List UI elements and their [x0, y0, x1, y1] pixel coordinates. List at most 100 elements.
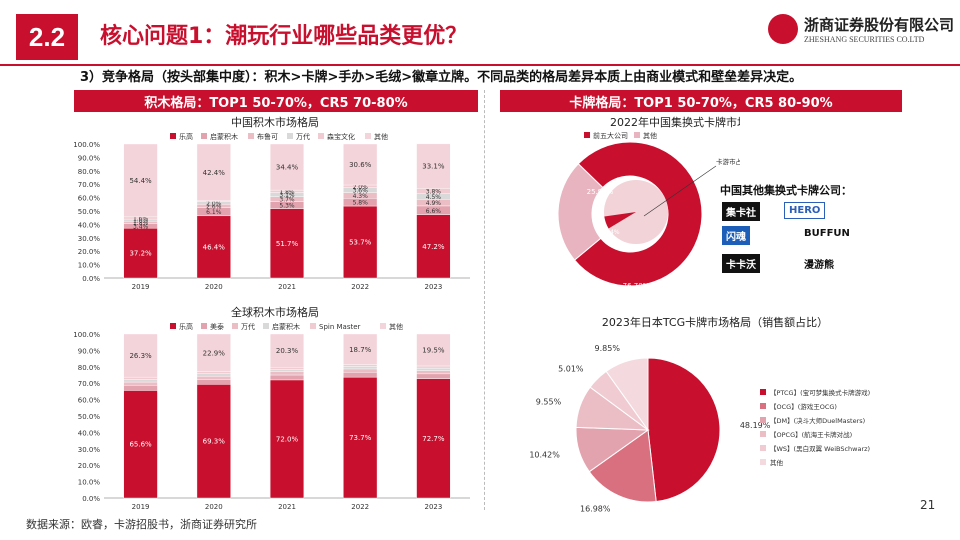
data-label: 46.4%: [203, 243, 226, 251]
legend-swatch: [760, 459, 766, 465]
bar-segment: [343, 205, 378, 279]
data-label: 37.2%: [129, 250, 152, 258]
legend-swatch: [232, 323, 238, 329]
pie-slice: [605, 357, 649, 432]
page-title: 核心问题1：潮玩行业哪些品类更优？: [100, 24, 468, 49]
bar-segment: [196, 373, 231, 377]
brand-logo: BUFFUN: [800, 226, 854, 241]
legend-swatch: [310, 323, 316, 329]
y-tick-label: 30.0%: [78, 235, 101, 243]
legend-swatch: [760, 389, 766, 395]
legend-swatch: [634, 132, 640, 138]
data-label: 22.9%: [203, 349, 226, 357]
company-name-en: ZHESHANG SECURITIES CO.LTD: [804, 35, 925, 44]
data-label: 9.85%: [595, 344, 621, 353]
y-tick-label: 80.0%: [78, 168, 101, 176]
data-label: 34.4%: [276, 164, 299, 172]
x-tick-label: 2021: [278, 503, 296, 511]
legend-swatch: [263, 323, 269, 329]
y-tick-label: 100.0%: [73, 331, 100, 339]
company-logo-icon: [768, 14, 798, 44]
china-cards-chart: 2022年中国集换式卡牌市场格局前五大公司 其他 76.70% 25.90% 5.4% 卡…: [557, 115, 740, 290]
data-label: 2.6%: [206, 203, 222, 210]
bar-segment: [123, 381, 158, 386]
brand-logo: 卡卡沃: [722, 254, 760, 273]
y-tick-label: 50.0%: [78, 413, 101, 421]
chart-title: 2022年中国集换式卡牌市场格局: [610, 115, 740, 129]
legend-swatch: [760, 431, 766, 437]
x-tick-label: 2020: [205, 283, 223, 291]
bar-segment: [343, 368, 378, 373]
inner-pie-slice: [604, 212, 636, 229]
legend-label: 【OPCG】(航海王卡牌对战): [770, 430, 852, 439]
legend-swatch: [287, 133, 293, 139]
y-tick-label: 60.0%: [78, 195, 101, 203]
data-label: 20.3%: [276, 347, 299, 355]
data-label: 5.01%: [558, 365, 584, 374]
legend-label: 其他: [770, 458, 784, 467]
data-label: 1.8%: [279, 189, 295, 196]
japan-tcg-chart: 2023年日本TCG卡牌市场格局（销售额占比） 48.19% 16.98% 10.42…: [529, 315, 870, 514]
data-label: 72.0%: [276, 435, 299, 443]
subtitle: 3）竞争格局（按头部集中度）：积木>卡牌>手办>毛绒>徽章立牌。不同品类的格局差…: [80, 70, 803, 85]
header-divider: [0, 64, 960, 66]
legend-label: 布鲁可: [257, 132, 278, 141]
data-label: 76.70%: [623, 282, 650, 290]
bar-segment: [269, 333, 305, 368]
data-label: 3.4%: [133, 223, 149, 230]
bar-segment: [343, 376, 378, 499]
legend-label: 森宝文化: [327, 132, 355, 141]
data-label: 25.90%: [587, 188, 614, 196]
right-band: 卡牌格局：TOP1 50-70%，CR5 80-90%: [500, 90, 902, 112]
chart-title: 全球积木市场格局: [231, 305, 319, 319]
legend-swatch: [201, 323, 207, 329]
data-label: 33.1%: [422, 163, 445, 171]
bar-segment: [416, 333, 451, 367]
brand-logo: 闪魂: [722, 226, 750, 245]
y-tick-label: 90.0%: [78, 154, 101, 162]
bar-segment: [196, 371, 231, 374]
data-label: 48.19%: [740, 421, 771, 430]
y-tick-label: 100.0%: [73, 141, 100, 149]
data-label: 19.5%: [422, 346, 445, 354]
bar-segment: [416, 373, 451, 379]
bar-segment: [343, 372, 378, 378]
y-tick-label: 0.0%: [82, 495, 100, 503]
legend-swatch: [365, 133, 371, 139]
legend-label: 美泰: [210, 322, 224, 331]
bar-segment: [196, 143, 231, 202]
y-tick-label: 70.0%: [78, 181, 101, 189]
data-label: 3.1%: [279, 192, 295, 199]
data-label: 3.6%: [353, 188, 369, 195]
data-label: 6.6%: [426, 208, 442, 215]
chart-title: 中国积木市场格局: [231, 115, 319, 129]
legend-label: 乐高: [179, 132, 193, 141]
legend-label: 【PTCG】(宝可梦集换式卡牌游戏): [770, 388, 870, 397]
bar-segment: [123, 385, 158, 391]
legend-label: 其他: [374, 132, 388, 141]
data-label: 65.6%: [129, 441, 152, 449]
data-label: 18.7%: [349, 346, 372, 354]
x-tick-label: 2019: [132, 283, 150, 291]
legend-label: 前五大公司: [593, 131, 628, 140]
company-logo: 浙商证券股份有限公司 ZHESHANG SECURITIES CO.LTD: [768, 14, 954, 44]
legend-swatch: [760, 445, 766, 451]
bar-segment: [196, 379, 231, 385]
legend-label: 启蒙积木: [210, 132, 238, 141]
bar-segment: [416, 143, 451, 189]
x-tick-label: 2022: [351, 283, 369, 291]
bar-segment: [416, 370, 451, 375]
y-tick-label: 90.0%: [78, 347, 101, 355]
data-label: 10.42%: [529, 451, 560, 460]
data-label: 4.3%: [353, 193, 369, 200]
bar-segment: [416, 378, 451, 499]
data-label: 73.7%: [349, 434, 372, 442]
bar-segment: [123, 333, 158, 378]
data-label: 53.7%: [349, 239, 372, 247]
data-label: 5.4%: [604, 229, 620, 236]
data-label: 30.6%: [349, 161, 372, 169]
bar-segment: [343, 143, 378, 186]
data-label: 5.3%: [279, 203, 295, 210]
data-label: 1.6%: [133, 218, 149, 225]
